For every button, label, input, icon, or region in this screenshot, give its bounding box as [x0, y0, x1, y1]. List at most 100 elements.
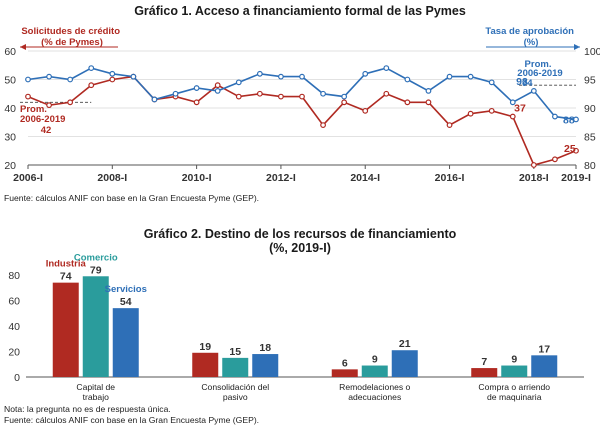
- right-axis-arrow-icon: [574, 44, 580, 50]
- chart2-source: Fuente: cálculos ANIF con base en la Gra…: [4, 415, 259, 425]
- y-tick-label: 80: [8, 270, 20, 282]
- data-point: [67, 99, 74, 106]
- data-point: [151, 96, 158, 103]
- data-point: [573, 116, 579, 123]
- data-point: [25, 93, 31, 100]
- data-point: [341, 93, 348, 100]
- series-line-solicitudes: [27, 75, 577, 166]
- data-point: [46, 102, 52, 109]
- bar-value-label: 15: [229, 346, 241, 358]
- data-point: [488, 79, 495, 86]
- chart2-subtitle: (%, 2019-I): [269, 241, 331, 255]
- left-average-label: Prom.: [20, 104, 47, 115]
- chart1-title: Gráfico 1. Acceso a financiamiento forma…: [134, 4, 466, 18]
- data-point: [362, 70, 369, 77]
- y-tick-label: 40: [8, 321, 20, 333]
- right-axis-label: Tasa de aprobación (%): [485, 26, 576, 48]
- data-point: [341, 99, 348, 106]
- data-point: [109, 76, 116, 83]
- right-tick-label: 80: [584, 160, 596, 172]
- category-label: pasivo: [223, 392, 248, 402]
- data-point: [88, 82, 95, 89]
- data-point: [446, 122, 453, 128]
- data-point: [530, 87, 537, 94]
- bar-value-label: 6: [342, 357, 348, 369]
- data-point: [362, 107, 369, 114]
- data-point: [214, 82, 221, 89]
- right-average-label-years: 2006-2019: [517, 68, 562, 79]
- category-label: trabajo: [83, 392, 109, 402]
- y-tick-label: 0: [14, 372, 20, 384]
- data-point: [278, 93, 284, 100]
- bar-value-label: 21: [399, 338, 411, 350]
- data-point: [109, 70, 116, 77]
- y-tick-label: 20: [8, 347, 20, 359]
- series-name-label: Servicios: [105, 284, 147, 295]
- bar-comercio: [222, 357, 249, 377]
- data-point: [25, 76, 31, 83]
- data-point: [278, 73, 284, 80]
- bar-servicios: [252, 354, 279, 377]
- bar-comercio: [82, 276, 109, 377]
- right-tick-label: 85: [584, 132, 596, 144]
- data-point: [404, 99, 411, 106]
- left-tick-label: 50: [4, 75, 16, 87]
- left-tick-label: 40: [4, 103, 16, 115]
- right-average-value: 94: [522, 78, 533, 89]
- bar-industria: [52, 282, 79, 377]
- data-point: [172, 90, 179, 97]
- bar-servicios: [531, 355, 558, 377]
- chart1-source: Fuente: cálculos ANIF con base en la Gra…: [4, 193, 259, 203]
- bar-value-label: 7: [481, 356, 487, 368]
- left-axis-label: Solicitudes de crédito (% de Pymes): [21, 26, 122, 48]
- data-point: [256, 70, 263, 77]
- data-point: [552, 113, 558, 120]
- last-red-label: 37: [514, 103, 526, 115]
- data-point: [552, 156, 558, 163]
- category-label: adecuaciones: [348, 392, 401, 402]
- chart2-title: Gráfico 2. Destino de los recursos de fi…: [144, 227, 457, 241]
- left-tick-label: 30: [4, 132, 16, 144]
- data-point: [404, 76, 411, 83]
- left-tick-label: 20: [4, 160, 16, 172]
- category-label: Compra o arriendo: [478, 382, 550, 392]
- data-point: [67, 76, 74, 83]
- x-tick-label: 2012-I: [266, 172, 296, 184]
- bar-value-label: 74: [60, 271, 72, 283]
- data-point: [214, 87, 221, 94]
- right-axis-label-line2: (%): [524, 37, 539, 48]
- bar-servicios: [112, 308, 139, 377]
- bar-value-label: 9: [511, 354, 517, 366]
- end-blue-label: 88: [563, 114, 575, 126]
- data-point: [446, 73, 453, 80]
- bar-value-label: 17: [538, 343, 550, 355]
- data-point: [320, 122, 326, 128]
- bar-industria: [471, 368, 498, 377]
- bar-value-label: 9: [372, 354, 378, 366]
- data-point: [509, 113, 516, 120]
- data-point: [193, 85, 200, 91]
- series-name-label: Industria: [46, 259, 87, 270]
- category-label: de maquinaria: [487, 392, 542, 402]
- data-point: [425, 87, 432, 94]
- bar-servicios: [391, 350, 418, 377]
- data-point: [235, 93, 242, 100]
- bar-value-label: 79: [90, 264, 102, 276]
- data-point: [256, 90, 263, 97]
- left-axis-arrow-icon: [20, 44, 26, 50]
- bar-comercio: [361, 365, 388, 377]
- data-point: [573, 147, 579, 154]
- left-average-value: 42: [41, 125, 52, 136]
- right-average-label: Prom.: [525, 59, 552, 70]
- x-tick-label: 2006-I: [13, 172, 43, 184]
- right-axis-label-line1: Tasa de aprobación: [485, 26, 574, 37]
- right-tick-label: 95: [584, 75, 596, 87]
- data-point: [509, 99, 516, 106]
- bar-comercio: [501, 365, 528, 377]
- data-point: [46, 73, 52, 80]
- data-point: [235, 79, 242, 86]
- x-tick-label: 2010-I: [182, 172, 212, 184]
- data-point: [320, 90, 326, 97]
